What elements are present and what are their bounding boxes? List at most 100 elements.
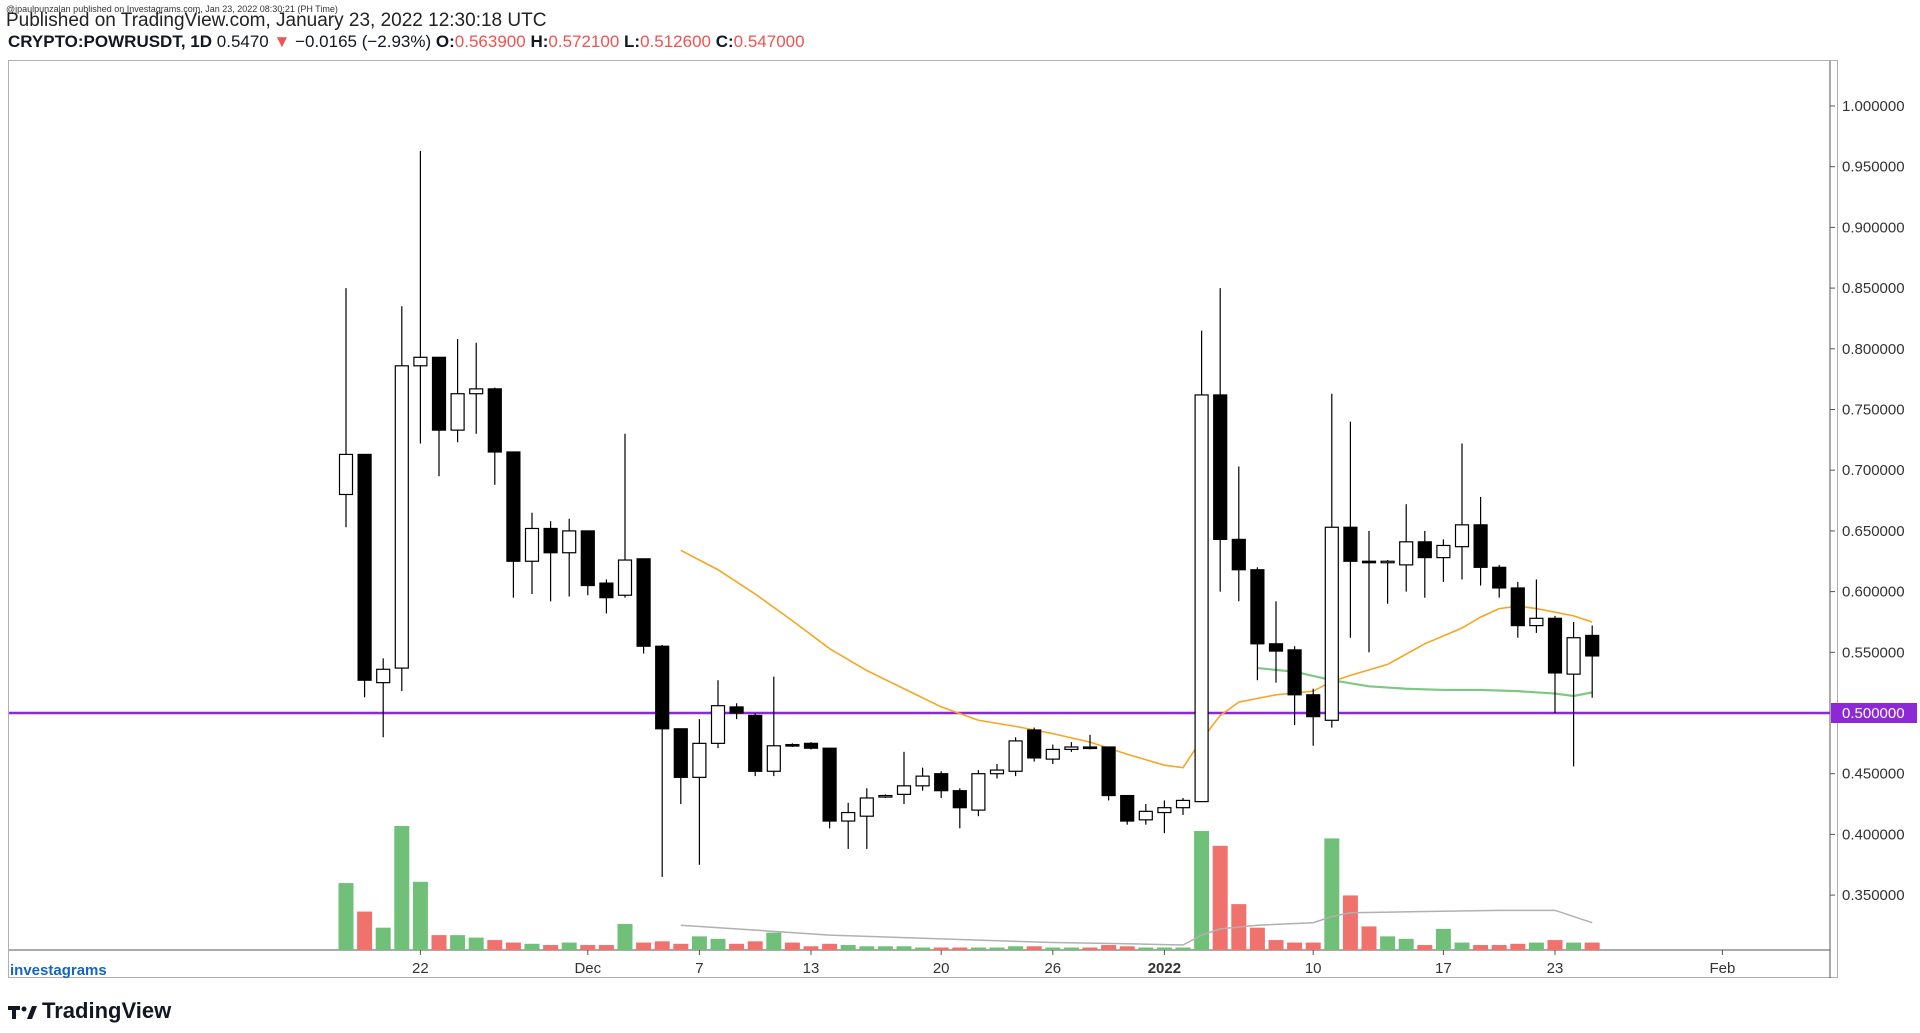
candle-body[interactable] bbox=[971, 773, 986, 811]
volume-bar bbox=[1175, 947, 1191, 950]
candle-body[interactable] bbox=[1082, 746, 1098, 750]
candle-body[interactable] bbox=[1064, 746, 1079, 751]
price-tick-label: 0.950000 bbox=[1842, 159, 1905, 176]
candle-body[interactable] bbox=[1194, 394, 1209, 803]
candle-body[interactable] bbox=[1343, 526, 1358, 562]
candle-body[interactable] bbox=[1101, 746, 1116, 797]
candle-body[interactable] bbox=[580, 530, 595, 587]
candle-body[interactable] bbox=[1157, 807, 1172, 814]
candle-body[interactable] bbox=[1250, 569, 1265, 645]
moving-average-green bbox=[1257, 666, 1593, 698]
candle-body[interactable] bbox=[469, 388, 484, 395]
volume-bar bbox=[375, 927, 391, 950]
candle-body[interactable] bbox=[1287, 649, 1302, 696]
candle-body[interactable] bbox=[1008, 740, 1023, 772]
candle-body[interactable] bbox=[803, 742, 819, 749]
candle-body[interactable] bbox=[1566, 637, 1581, 675]
tradingview-logo: TradingView bbox=[8, 998, 171, 1024]
candle-body[interactable] bbox=[487, 388, 502, 453]
candle-body[interactable] bbox=[692, 742, 707, 778]
investagrams-logo: investagrams bbox=[10, 962, 107, 979]
candle-body[interactable] bbox=[710, 705, 726, 744]
candle-body[interactable] bbox=[524, 527, 540, 562]
candle-body[interactable] bbox=[1175, 799, 1191, 809]
candle-body[interactable] bbox=[1547, 617, 1563, 674]
published-on-line: Published on TradingView.com, January 23… bbox=[6, 10, 547, 31]
volume-bar bbox=[524, 943, 540, 950]
candle-body[interactable] bbox=[1138, 810, 1153, 821]
candle-body[interactable] bbox=[1324, 526, 1339, 721]
price-tick-label: 0.750000 bbox=[1842, 402, 1905, 419]
time-tick-label: 22 bbox=[412, 960, 429, 977]
volume-bar bbox=[598, 945, 614, 950]
volume-bar bbox=[357, 911, 373, 950]
volume-bar bbox=[859, 946, 875, 950]
volume-bar bbox=[543, 945, 559, 950]
candle-body[interactable] bbox=[673, 728, 688, 778]
candle-body[interactable] bbox=[1213, 394, 1228, 540]
candle-body[interactable] bbox=[915, 775, 930, 787]
candle-body[interactable] bbox=[822, 747, 837, 822]
candle-body[interactable] bbox=[1380, 560, 1395, 564]
candle-body[interactable] bbox=[896, 785, 912, 795]
low-value: 0.512600 bbox=[640, 32, 711, 51]
candle-body[interactable] bbox=[1027, 729, 1042, 759]
candle-body[interactable] bbox=[1306, 694, 1321, 718]
candle-body[interactable] bbox=[1473, 524, 1488, 568]
candle-body[interactable] bbox=[450, 393, 465, 431]
candle-body[interactable] bbox=[1436, 544, 1451, 559]
volume-bar bbox=[877, 946, 893, 950]
candle-body[interactable] bbox=[1510, 587, 1525, 627]
candle-body[interactable] bbox=[599, 582, 614, 599]
time-tick-label: 10 bbox=[1305, 960, 1322, 977]
volume-bar bbox=[1138, 947, 1154, 950]
candle-body[interactable] bbox=[376, 668, 391, 684]
volume-bar bbox=[1361, 926, 1377, 950]
volume-bar bbox=[915, 947, 931, 950]
volume-bar bbox=[729, 943, 745, 950]
candle-body[interactable] bbox=[431, 356, 447, 431]
volume-bar bbox=[1045, 947, 1061, 950]
candle-body[interactable] bbox=[506, 451, 521, 562]
volume-bar bbox=[840, 945, 856, 950]
candle-body[interactable] bbox=[338, 453, 354, 496]
candle-body[interactable] bbox=[841, 811, 856, 822]
candle-body[interactable] bbox=[1529, 617, 1544, 627]
candle-body[interactable] bbox=[655, 645, 670, 730]
candle-body[interactable] bbox=[1361, 560, 1377, 564]
volume-bar bbox=[1566, 942, 1582, 950]
candle-body[interactable] bbox=[394, 365, 409, 669]
candle-body[interactable] bbox=[934, 773, 949, 792]
candle-body[interactable] bbox=[1454, 524, 1470, 548]
candle-body[interactable] bbox=[859, 797, 874, 817]
open-value: 0.563900 bbox=[454, 32, 526, 51]
candle-body[interactable] bbox=[766, 745, 781, 772]
candle-body[interactable] bbox=[989, 769, 1005, 775]
candle-body[interactable] bbox=[562, 530, 577, 554]
candle-body[interactable] bbox=[1417, 541, 1432, 559]
candle-body[interactable] bbox=[1492, 566, 1507, 589]
price-tick-label: 0.850000 bbox=[1842, 280, 1905, 297]
candle-body[interactable] bbox=[748, 714, 763, 772]
candle-body[interactable] bbox=[785, 743, 800, 747]
volume-bar bbox=[636, 942, 652, 950]
price-tick-label: 0.400000 bbox=[1842, 826, 1905, 843]
candle-body[interactable] bbox=[617, 559, 633, 596]
candle-body[interactable] bbox=[1231, 538, 1246, 571]
candle-body[interactable] bbox=[543, 527, 558, 554]
candle-body[interactable] bbox=[357, 453, 372, 681]
candle-body[interactable] bbox=[952, 790, 967, 809]
candle-body[interactable] bbox=[1120, 794, 1135, 822]
candle-body[interactable] bbox=[878, 794, 893, 798]
candle-body[interactable] bbox=[729, 706, 744, 714]
candle-body[interactable] bbox=[1268, 643, 1284, 652]
time-tick-label: 23 bbox=[1547, 960, 1564, 977]
candle-body[interactable] bbox=[1399, 541, 1414, 566]
candle-body[interactable] bbox=[636, 558, 651, 647]
candle-body[interactable] bbox=[1585, 634, 1600, 657]
volume-bar bbox=[561, 942, 577, 950]
candle-body[interactable] bbox=[1045, 748, 1060, 760]
candle-body[interactable] bbox=[413, 356, 428, 367]
volume-bar bbox=[784, 942, 800, 950]
